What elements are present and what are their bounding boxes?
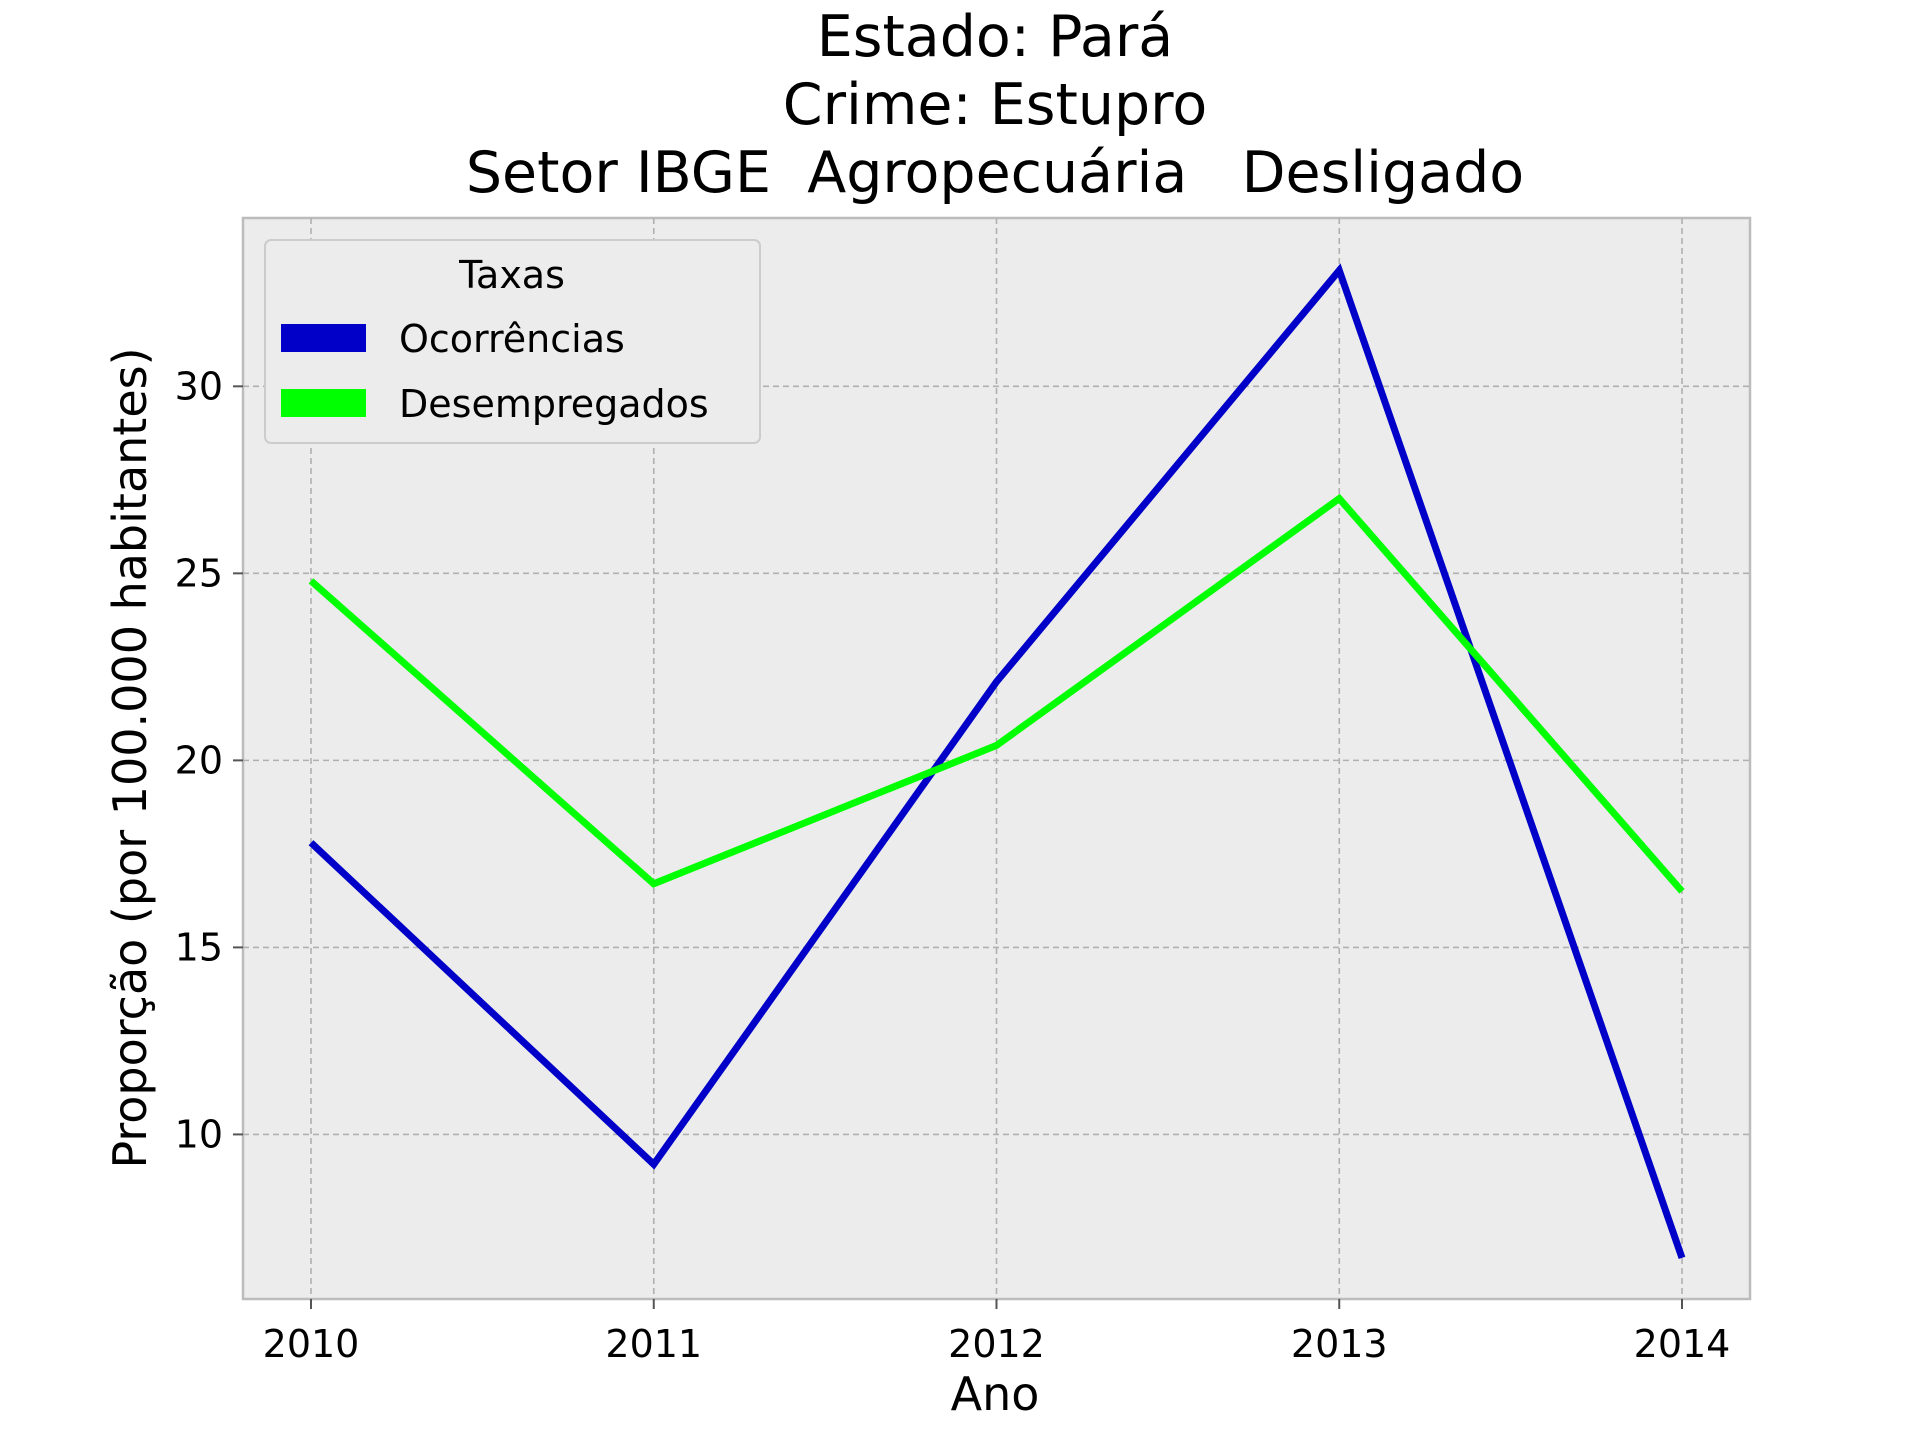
series-line-ocorrencias — [308, 263, 1686, 1260]
y-tick-label: 30 — [175, 364, 223, 408]
legend: Taxas Ocorrências Desempregados — [264, 239, 761, 444]
legend-swatch-desempregados — [281, 389, 366, 417]
x-tick-label: 2010 — [263, 1322, 360, 1366]
x-tick-label: 2014 — [1634, 1322, 1731, 1366]
x-tick-label: 2012 — [948, 1322, 1045, 1366]
axis-ticks: 2010 2011 2012 2013 2014 10 15 20 25 30 — [175, 364, 1731, 1366]
y-tick-label: 25 — [175, 551, 223, 595]
legend-label-desempregados: Desempregados — [399, 382, 709, 426]
legend-box — [264, 239, 761, 444]
series-line-desempregados — [308, 493, 1685, 894]
y-tick-label: 20 — [175, 738, 223, 782]
chart-title-line-1: Estado: Pará — [817, 4, 1173, 70]
y-tick-label: 15 — [175, 925, 223, 969]
x-tick-label: 2013 — [1291, 1322, 1388, 1366]
legend-label-ocorrencias: Ocorrências — [399, 317, 625, 361]
x-tick-label: 2011 — [605, 1322, 702, 1366]
chart-title-line-3: Setor IBGE Agropecuária Desligado — [466, 140, 1524, 206]
legend-swatch-ocorrencias — [281, 324, 366, 352]
legend-title: Taxas — [458, 253, 565, 297]
y-axis-label: Proporção (por 100.000 habitantes) — [103, 347, 157, 1168]
y-tick-label: 10 — [175, 1112, 223, 1156]
series-lines — [308, 263, 1686, 1260]
x-axis-label: Ano — [951, 1367, 1040, 1421]
chart-title-line-2: Crime: Estupro — [783, 72, 1207, 138]
